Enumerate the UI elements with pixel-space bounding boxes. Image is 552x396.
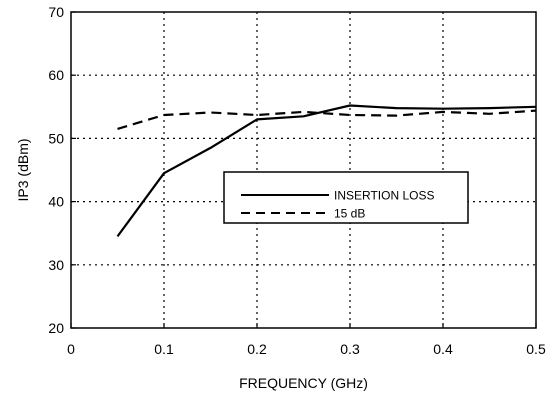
- x-tick-labels: 0 0.1 0.2 0.3 0.4 0.5: [67, 341, 546, 357]
- legend: INSERTION LOSS 15 dB: [223, 171, 469, 224]
- y-tick-label: 20: [48, 320, 64, 336]
- x-tick-label: 0.5: [526, 341, 546, 357]
- x-tick-label: 0: [67, 341, 75, 357]
- x-tick-label: 0.4: [433, 341, 453, 357]
- series-line-15db: [117, 109, 537, 130]
- legend-box: [223, 171, 469, 224]
- y-axis-title: IP3 (dBm): [15, 138, 31, 201]
- legend-label-15db: 15 dB: [334, 207, 365, 221]
- x-tick-label: 0.1: [154, 341, 174, 357]
- axis-ticks: [70, 11, 537, 329]
- y-tick-labels: 20 30 40 50 60 70: [48, 4, 64, 336]
- y-tick-label: 60: [48, 67, 64, 83]
- legend-label-insertion-loss: INSERTION LOSS: [334, 189, 434, 203]
- y-tick-label: 40: [48, 194, 64, 210]
- y-tick-label: 30: [48, 257, 64, 273]
- series-line-insertion-loss: [116, 104, 537, 238]
- y-tick-label: 50: [48, 130, 64, 146]
- x-tick-label: 0.2: [247, 341, 267, 357]
- x-tick-label: 0.3: [340, 341, 360, 357]
- x-axis-title: FREQUENCY (GHz): [239, 375, 368, 391]
- series-lines: [116, 104, 537, 238]
- plot-area-frame: [70, 11, 537, 329]
- y-tick-label: 70: [48, 4, 64, 20]
- grid-lines: [71, 12, 536, 328]
